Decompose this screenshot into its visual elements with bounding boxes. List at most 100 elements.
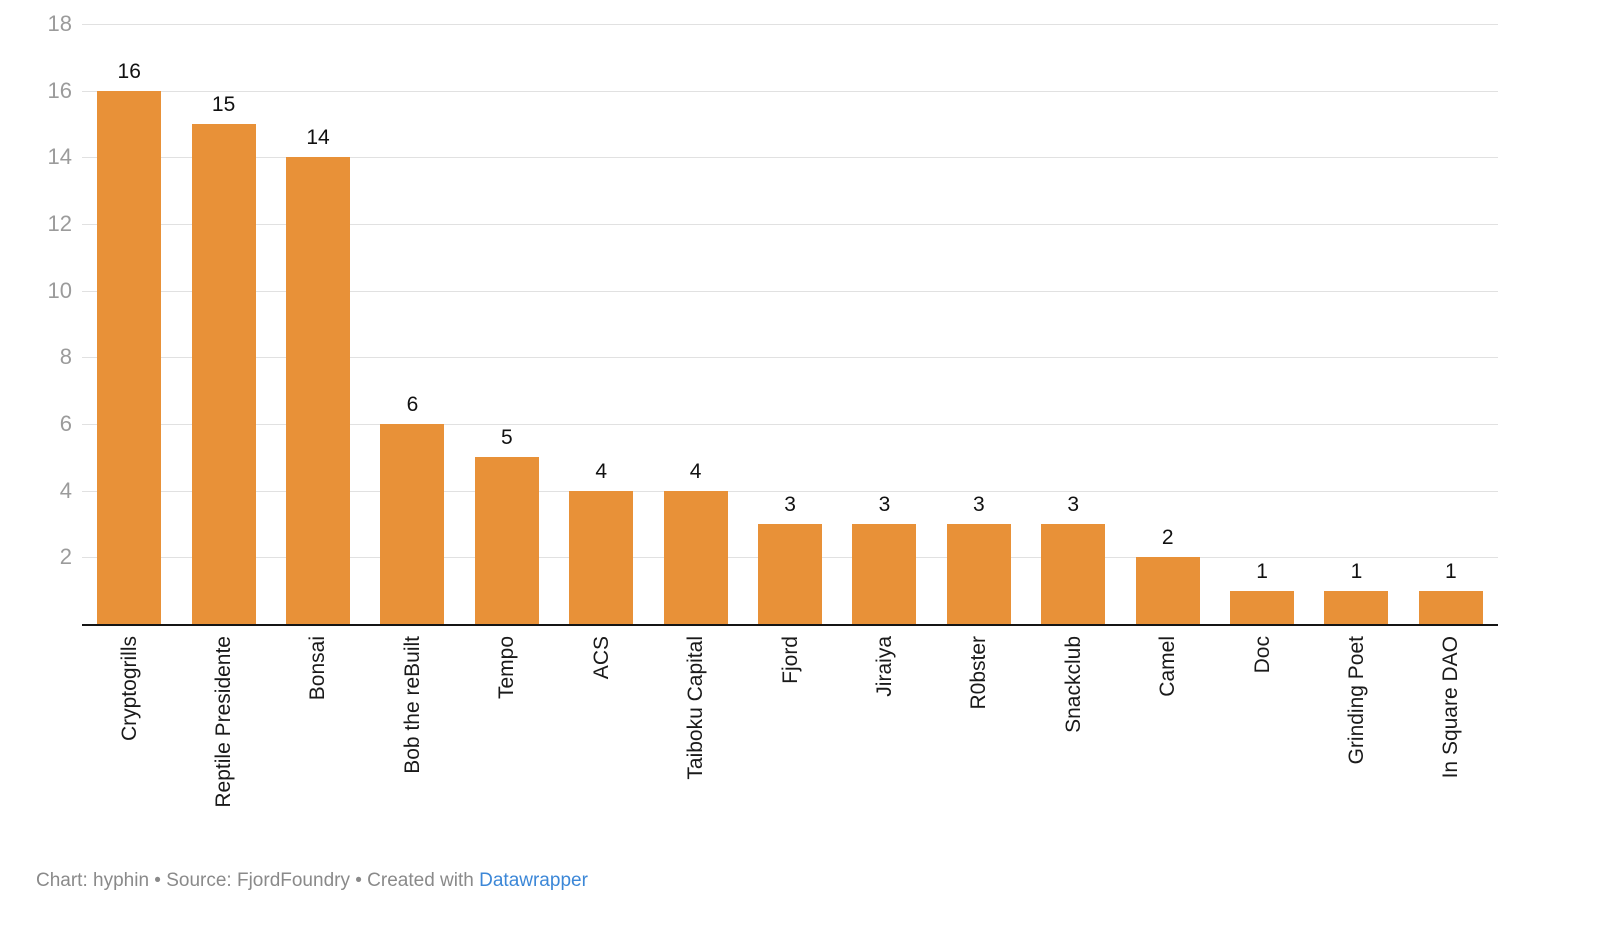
category-label-fjord: Fjord (778, 636, 802, 684)
bar-bonsai (286, 157, 351, 624)
category-slot: R0bster (932, 636, 1026, 808)
bar-snackclub (1041, 524, 1106, 624)
gridline (82, 490, 1498, 492)
category-slot: Bonsai (271, 636, 365, 808)
category-slot: Snackclub (1026, 636, 1120, 808)
gridline (82, 24, 1498, 25)
bar-cryptogrills (97, 90, 162, 624)
bar-slot: 16 (82, 24, 176, 624)
value-label: 6 (406, 393, 419, 416)
bar-grinding-poet (1324, 590, 1389, 624)
bar-doc (1230, 590, 1295, 624)
category-label-tempo: Tempo (495, 636, 519, 700)
category-slot: Jiraiya (837, 636, 931, 808)
footer-byline: Chart: hyphin • Source: FjordFoundry • C… (36, 868, 588, 894)
y-tick-label: 16 (47, 77, 72, 103)
gridline (82, 157, 1498, 159)
value-label: 5 (500, 426, 513, 450)
category-label-r0bster: R0bster (967, 636, 991, 710)
category-label-bob-the-rebuilt: Bob the reBuilt (400, 636, 424, 774)
bar-tempo (474, 457, 539, 624)
bar-slot: 4 (554, 24, 648, 624)
gridline (82, 424, 1498, 425)
bar-taiboku-capital (663, 490, 728, 624)
datawrapper-link[interactable]: Datawrapper (479, 870, 588, 891)
category-slot: Bob the reBuilt (365, 636, 459, 808)
category-slot: Taiboku Capital (648, 636, 742, 808)
gridline (82, 90, 1498, 92)
bar-acs (569, 490, 634, 624)
bar-slot: 3 (837, 24, 931, 624)
bar-camel (1135, 557, 1200, 624)
category-slot: Fjord (743, 636, 837, 808)
value-label: 1 (1445, 559, 1457, 583)
bar-slot: 6 (365, 24, 459, 624)
value-label: 3 (878, 493, 891, 516)
value-label: 3 (784, 493, 796, 516)
value-label: 3 (973, 493, 985, 516)
category-label-bonsai: Bonsai (306, 636, 330, 701)
y-tick-label: 18 (47, 11, 72, 36)
bars: 16 15 14 6 5 4 4 3 3 3 3 2 1 1 1 (82, 24, 1498, 624)
value-label: 15 (211, 93, 236, 116)
category-slot: Camel (1120, 636, 1214, 808)
bar-slot: 14 (271, 24, 365, 624)
category-label-jiraiya: Jiraiya (872, 636, 896, 697)
y-axis-labels: 2 4 6 8 10 12 14 16 18 (0, 11, 72, 624)
plot-area: 16 15 14 6 5 4 4 3 3 3 3 2 1 1 1 (82, 24, 1498, 626)
bar-slot: 1 (1215, 24, 1309, 624)
value-label: 4 (595, 459, 608, 483)
category-slot: Doc (1215, 636, 1309, 808)
category-label-reptile-presidente: Reptile Presidente (212, 636, 236, 808)
value-label: 1 (1350, 559, 1363, 583)
y-tick-label: 4 (59, 477, 72, 503)
category-label-camel: Camel (1156, 636, 1180, 697)
category-label-grinding-poet: Grinding Poet (1344, 636, 1368, 765)
category-slot: In Square DAO (1404, 636, 1498, 808)
y-tick-label: 14 (47, 144, 72, 170)
gridline (82, 224, 1498, 225)
category-label-acs: ACS (589, 636, 613, 680)
category-label-snackclub: Snackclub (1061, 636, 1085, 733)
gridline (82, 357, 1498, 359)
category-label-cryptogrills: Cryptogrills (117, 636, 141, 742)
y-tick-label: 2 (59, 544, 72, 570)
value-label: 14 (306, 126, 330, 150)
footer-text: Chart: hyphin • Source: FjordFoundry • C… (36, 870, 480, 891)
category-label-in-square-dao: In Square DAO (1439, 636, 1463, 779)
bar-jiraiya (852, 524, 917, 624)
gridline (82, 290, 1498, 292)
y-tick-label: 12 (47, 211, 72, 236)
bar-reptile-presidente (191, 124, 256, 624)
bar-slot: 4 (648, 24, 742, 624)
bar-slot: 3 (743, 24, 837, 624)
value-label: 16 (117, 59, 141, 83)
category-slot: Reptile Presidente (176, 636, 270, 808)
bar-r0bster (946, 524, 1011, 624)
bar-fjord (758, 524, 823, 624)
bar-slot: 15 (176, 24, 270, 624)
value-label: 3 (1067, 493, 1080, 516)
y-tick-label: 10 (47, 277, 72, 303)
bar-slot: 5 (460, 24, 554, 624)
value-label: 1 (1256, 559, 1268, 583)
category-slot: Grinding Poet (1309, 636, 1403, 808)
bar-slot: 3 (932, 24, 1026, 624)
bar-slot: 1 (1309, 24, 1403, 624)
y-tick-label: 6 (59, 411, 72, 436)
bar-slot: 1 (1404, 24, 1498, 624)
category-slot: ACS (554, 636, 648, 808)
bar-slot: 2 (1120, 24, 1214, 624)
bar-in-square-dao (1418, 590, 1483, 624)
value-label: 2 (1161, 526, 1174, 550)
category-slot: Tempo (460, 636, 554, 808)
x-axis-labels: Cryptogrills Reptile Presidente Bonsai Bob … (82, 636, 1498, 808)
category-label-doc: Doc (1250, 636, 1274, 674)
category-slot: Cryptogrills (82, 636, 176, 808)
category-label-taiboku-capital: Taiboku Capital (684, 636, 708, 780)
bar-bob-the-rebuilt (380, 424, 445, 624)
bar-slot: 3 (1026, 24, 1120, 624)
y-tick-label: 8 (59, 344, 72, 370)
value-label: 4 (689, 459, 702, 483)
